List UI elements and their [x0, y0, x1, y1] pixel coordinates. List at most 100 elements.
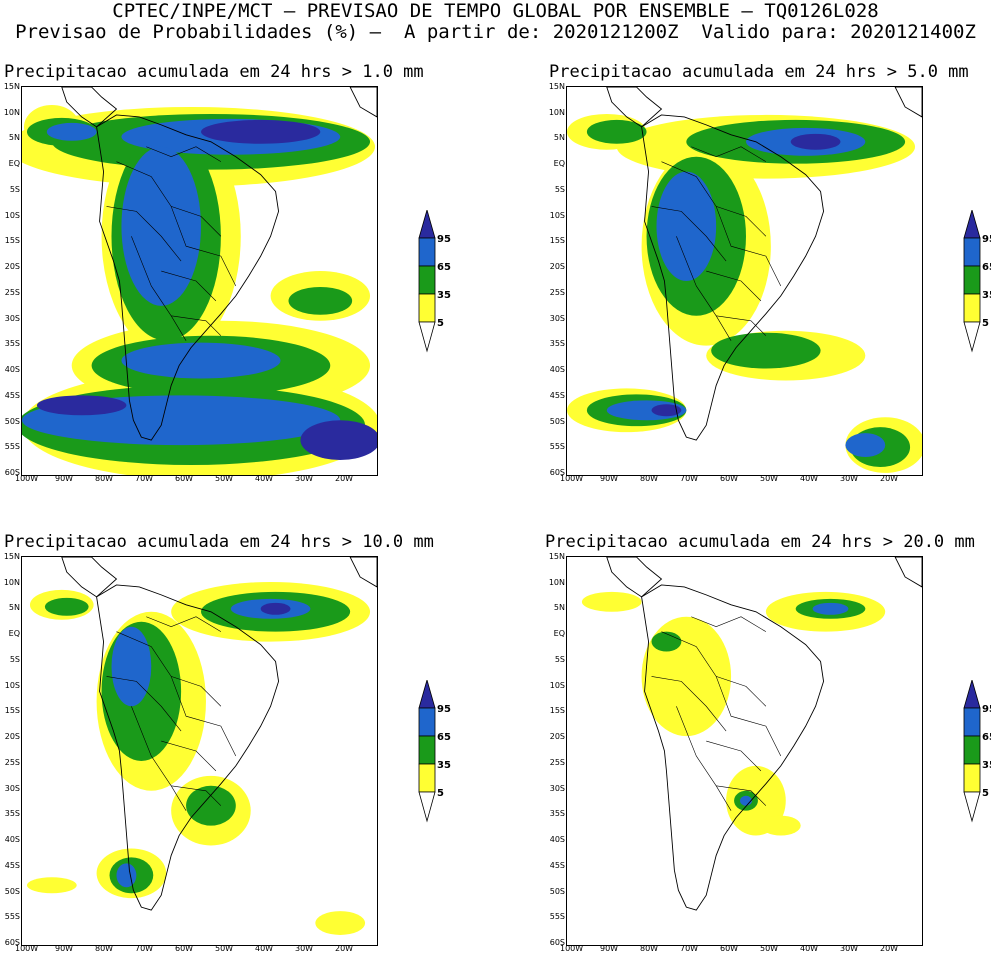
latitude-label: 25S — [549, 757, 565, 767]
legend-swatch-65-95 — [418, 707, 436, 737]
longitude-label: 30W — [295, 944, 314, 953]
legend-panel-1: 95 65 35 5 — [418, 210, 458, 355]
longitude-label: 100W — [15, 944, 39, 953]
latitude-label: 60S — [549, 938, 565, 947]
longitude-label: 70W — [680, 474, 699, 483]
probability-area-65-95 — [740, 795, 752, 806]
latitude-label: 30S — [549, 783, 565, 793]
latitude-label: 60S — [549, 468, 565, 477]
longitude-label: 30W — [840, 944, 859, 953]
latitude-label: 5S — [554, 184, 565, 194]
latitude-label: 25S — [4, 287, 20, 297]
legend-level-label: 5 — [982, 788, 989, 799]
longitude-label: 60W — [720, 944, 739, 953]
latitude-label: 10S — [4, 680, 20, 690]
panel-2-title: Precipitacao acumulada em 24 hrs > 5.0 m… — [549, 62, 969, 82]
latitude-label: 35S — [4, 809, 20, 819]
legend-swatch-gt95 — [963, 680, 981, 709]
latitude-label: 55S — [4, 442, 20, 452]
latitude-label: 35S — [549, 339, 565, 349]
map-panel-3 — [21, 556, 378, 946]
legend-colorbar — [963, 210, 981, 353]
country-border — [170, 676, 237, 757]
legend-swatch-5-35 — [963, 293, 981, 323]
probability-area-5-35 — [760, 815, 801, 836]
latitude-label: 30S — [4, 783, 20, 793]
probability-area-65-95 — [46, 122, 97, 141]
latitude-label: 20S — [549, 732, 565, 742]
latitude-label: 60S — [4, 938, 20, 947]
probability-area-65-95 — [121, 146, 201, 306]
latitude-label: 10S — [549, 680, 565, 690]
legend-swatch-65-95 — [418, 237, 436, 267]
country-border — [691, 616, 767, 632]
latitude-label: 45S — [4, 860, 20, 870]
country-border — [161, 270, 217, 302]
latitude-label: 5S — [9, 184, 20, 194]
probability-area-65-95 — [121, 342, 281, 379]
longitude-label: 90W — [600, 944, 619, 953]
latitude-label: 45S — [549, 860, 565, 870]
latitude-label: 40S — [4, 835, 20, 845]
probability-area-gt95 — [260, 602, 291, 615]
latitude-label: 10N — [548, 107, 565, 117]
latitude-label: 40S — [549, 365, 565, 375]
longitude-label: 40W — [255, 474, 274, 483]
longitude-label: 90W — [600, 474, 619, 483]
country-border — [715, 206, 782, 287]
legend-level-label: 65 — [437, 732, 451, 743]
legend-level-label: 35 — [437, 760, 451, 771]
legend-swatch-35-65 — [418, 265, 436, 295]
central-america-coastline — [606, 557, 663, 598]
latitude-label: 5S — [9, 654, 20, 664]
map-panel-4 — [566, 556, 923, 946]
legend-swatch-lt5 — [418, 791, 436, 823]
panel-1-title: Precipitacao acumulada em 24 hrs > 1.0 m… — [4, 62, 424, 82]
legend-panel-4: 95 65 35 5 — [963, 680, 991, 825]
latitude-label: 15N — [548, 82, 565, 91]
probability-area-65-95 — [111, 626, 152, 707]
latitude-label: 35S — [4, 339, 20, 349]
country-border — [161, 740, 217, 772]
longitude-label: 20W — [335, 474, 354, 483]
longitude-label: 50W — [215, 944, 234, 953]
legend-level-label: 5 — [437, 318, 444, 329]
map-panel-1 — [21, 86, 378, 476]
legend-swatch-gt95 — [418, 210, 436, 239]
legend-swatch-gt95 — [963, 210, 981, 239]
legend-swatch-lt5 — [418, 321, 436, 353]
country-border — [106, 676, 182, 732]
central-america-coastline — [61, 87, 118, 128]
legend-swatch-5-35 — [418, 763, 436, 793]
country-border — [676, 706, 732, 811]
country-border — [691, 146, 767, 162]
longitude-label: 40W — [255, 944, 274, 953]
country-border — [706, 270, 762, 302]
legend-swatch-lt5 — [963, 321, 981, 353]
longitude-label: 80W — [640, 474, 659, 483]
latitude-label: 55S — [549, 912, 565, 922]
map-canvas — [567, 87, 922, 473]
longitude-label: 60W — [175, 944, 194, 953]
legend-level-label: 65 — [437, 262, 451, 273]
legend-swatch-5-35 — [418, 293, 436, 323]
map-canvas — [581, 557, 922, 911]
legend-level-label: 65 — [982, 732, 991, 743]
latitude-label: 15S — [549, 706, 565, 716]
longitude-label: 60W — [720, 474, 739, 483]
header-subtitle: Previsao de Probabilidades (%) – A parti… — [15, 21, 976, 43]
latitude-label: 20S — [4, 732, 20, 742]
header-title: CPTEC/INPE/MCT – PREVISAO DE TEMPO GLOBA… — [112, 0, 879, 22]
country-border — [170, 206, 237, 287]
latitude-label: 40S — [4, 365, 20, 375]
latitude-label: 10N — [3, 107, 20, 117]
probability-area-gt95 — [200, 119, 321, 144]
legend-swatch-35-65 — [963, 735, 981, 765]
map-canvas — [22, 87, 377, 475]
legend-level-label: 5 — [437, 788, 444, 799]
legend-swatch-35-65 — [418, 735, 436, 765]
probability-area-65-95 — [845, 433, 886, 458]
latitude-label: 20S — [4, 262, 20, 272]
map-panel-2 — [566, 86, 923, 476]
legend-level-label: 95 — [982, 234, 991, 245]
